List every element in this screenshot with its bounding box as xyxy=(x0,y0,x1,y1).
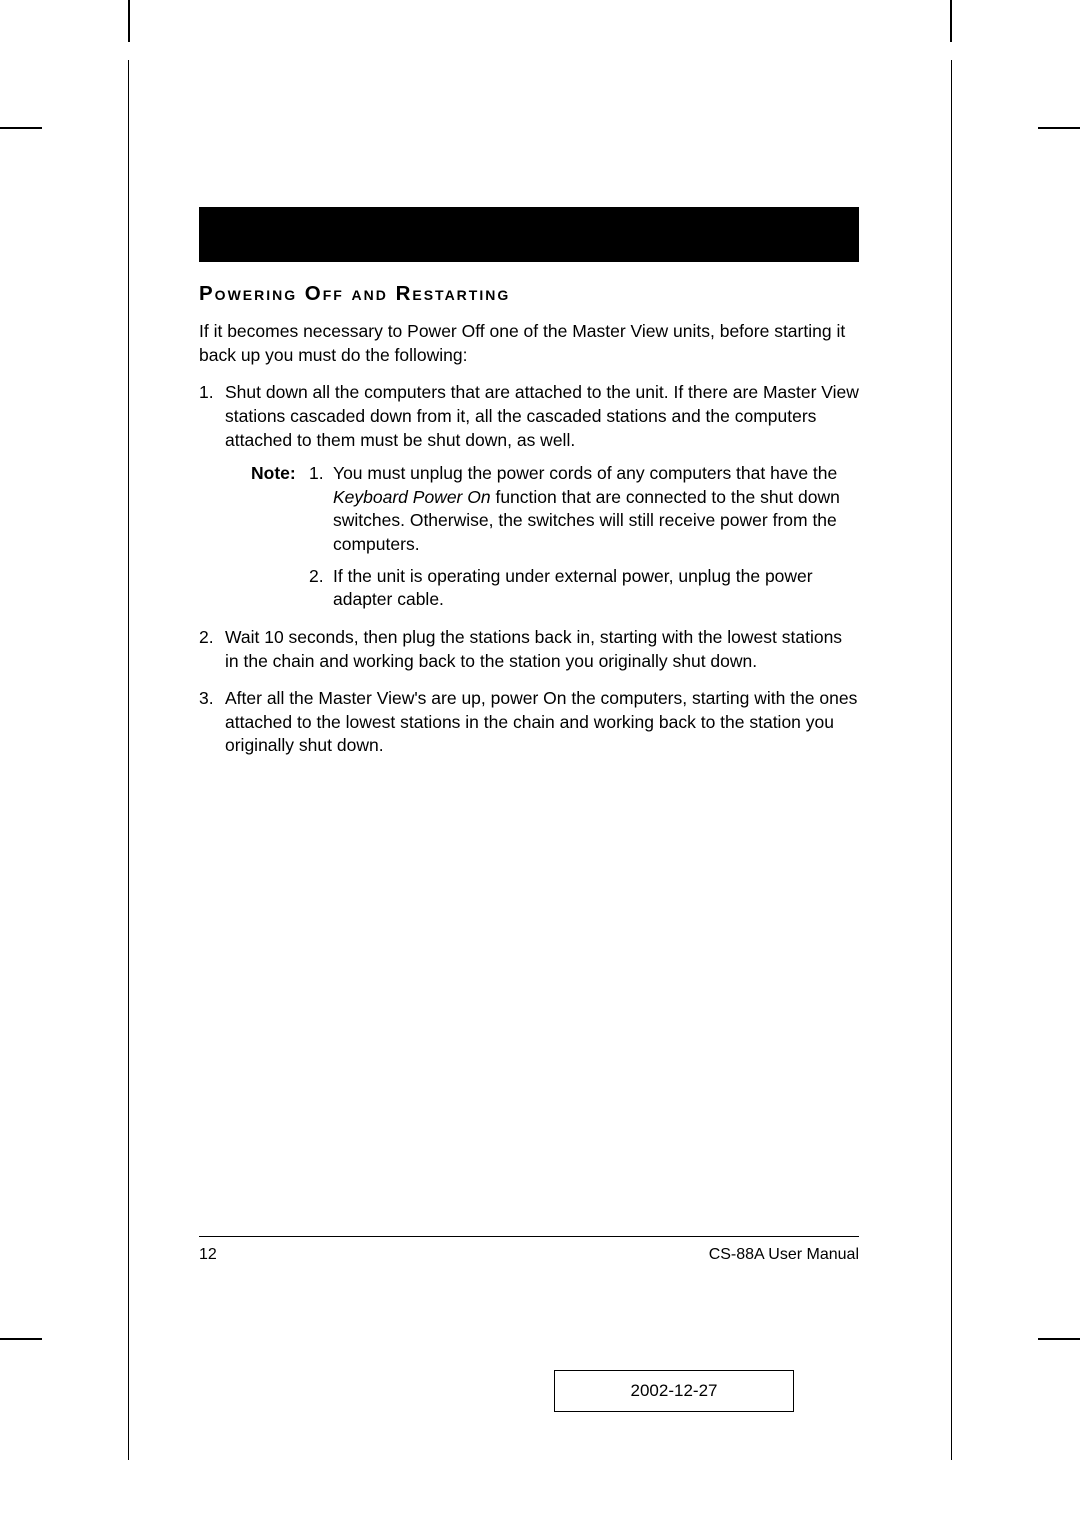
crop-mark xyxy=(950,0,952,42)
header-bar xyxy=(199,207,859,262)
note-label: Note: xyxy=(251,462,309,557)
note-block: Note: 1. You must unplug the power cords… xyxy=(225,462,859,612)
note-item: Note: 1. You must unplug the power cords… xyxy=(251,462,859,557)
step-number: 3. xyxy=(199,687,214,711)
step-text: After all the Master View's are up, powe… xyxy=(225,688,857,755)
crop-mark xyxy=(1038,1338,1080,1340)
crop-mark xyxy=(0,127,42,129)
date-box: 2002-12-27 xyxy=(554,1370,794,1412)
footer-rule xyxy=(199,1236,859,1237)
note-text: You must unplug the power cords of any c… xyxy=(333,462,859,557)
note-text-pre: If the unit is operating under external … xyxy=(333,566,813,610)
step-item: 3. After all the Master View's are up, p… xyxy=(199,687,859,758)
section-heading: Powering Off and Restarting xyxy=(199,282,859,306)
document-title: CS-88A User Manual xyxy=(709,1246,859,1264)
step-number: 2. xyxy=(199,626,214,650)
date-text: 2002-12-27 xyxy=(631,1381,718,1401)
crop-mark xyxy=(128,0,130,42)
step-item: 1. Shut down all the computers that are … xyxy=(199,381,859,612)
steps-list: 1. Shut down all the computers that are … xyxy=(199,381,859,758)
note-text: If the unit is operating under external … xyxy=(333,565,859,612)
step-text: Shut down all the computers that are att… xyxy=(225,382,859,449)
step-text: Wait 10 seconds, then plug the stations … xyxy=(225,627,842,671)
page-content: Powering Off and Restarting If it become… xyxy=(199,207,859,772)
note-item: Note: 2. If the unit is operating under … xyxy=(251,565,859,612)
step-item: 2. Wait 10 seconds, then plug the statio… xyxy=(199,626,859,673)
page-footer: 12 CS-88A User Manual xyxy=(199,1246,859,1264)
step-number: 1. xyxy=(199,381,214,405)
note-text-pre: You must unplug the power cords of any c… xyxy=(333,463,837,483)
crop-mark xyxy=(1038,127,1080,129)
page-number: 12 xyxy=(199,1246,217,1264)
note-number: 2. xyxy=(309,565,333,612)
intro-paragraph: If it becomes necessary to Power Off one… xyxy=(199,320,859,367)
note-text-italic: Keyboard Power On xyxy=(333,487,491,507)
note-number: 1. xyxy=(309,462,333,557)
crop-mark xyxy=(0,1338,42,1340)
